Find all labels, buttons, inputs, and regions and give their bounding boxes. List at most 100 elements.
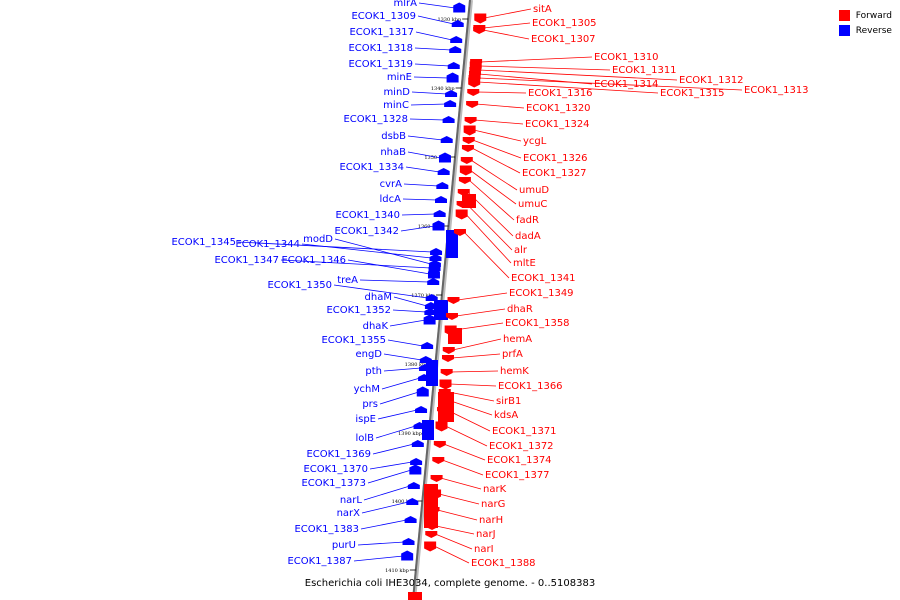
forward-leader-line: [474, 119, 524, 125]
forward-gene-label: ECOK1_1312: [679, 75, 744, 86]
forward-gene-label: narK: [483, 484, 507, 495]
forward-gene-feature: [462, 137, 475, 144]
forward-gene-feature: [433, 441, 446, 448]
reverse-leader-line: [413, 76, 449, 79]
forward-leader-line: [483, 22, 531, 29]
reverse-gene-label: pth: [365, 366, 382, 377]
forward-gene-feature: [430, 475, 443, 482]
reverse-gene-feature: [438, 152, 451, 163]
forward-gene-feature: [435, 421, 448, 432]
forward-leader-line: [478, 77, 743, 91]
forward-leader-line: [476, 103, 525, 109]
forward-gene-label: ECOK1_1313: [744, 85, 809, 96]
forward-gene-label: narI: [474, 544, 494, 555]
reverse-leader-line: [392, 309, 427, 313]
forward-gene-feature: [424, 541, 437, 552]
reverse-gene-label: ECOK1_1344: [235, 239, 300, 250]
forward-leader-line: [440, 477, 482, 490]
reverse-gene-label: lolB: [355, 433, 374, 444]
tick-label: 1390 kbp: [398, 431, 422, 437]
reverse-leader-line: [372, 443, 414, 455]
reverse-leader-line: [415, 31, 453, 41]
reverse-gene-label: mlrA: [394, 0, 418, 9]
forward-gene-feature: [473, 27, 486, 34]
forward-gene-label: fadR: [516, 215, 539, 226]
reverse-leader-line: [357, 541, 405, 546]
reverse-gene-feature: [435, 196, 447, 203]
reverse-gene-label: ECOK1_1347: [214, 255, 279, 266]
gene-labels: mlrA ECOK1_1309 ECOK1_1317 ECOK1_1318 ECOK1_…: [171, 0, 808, 569]
reverse-leader-line: [375, 425, 416, 439]
reverse-leader-line: [237, 241, 433, 253]
reverse-gene-label: ECOK1_1369: [306, 449, 371, 460]
reverse-gene-block: [434, 300, 448, 320]
reverse-gene-feature: [429, 254, 442, 261]
reverse-gene-label: ECOK1_1346: [281, 255, 346, 266]
reverse-gene-label: ECOK1_1318: [348, 43, 413, 54]
forward-leader-line: [480, 56, 593, 63]
reverse-gene-label: ECOK1_1328: [343, 114, 408, 125]
forward-gene-block: [408, 592, 422, 600]
forward-leader-line: [451, 353, 501, 359]
reverse-gene-label: treA: [337, 275, 358, 286]
forward-gene-label: hemA: [503, 334, 532, 345]
reverse-gene-feature: [402, 538, 415, 545]
reverse-gene-label: engD: [355, 349, 382, 360]
forward-gene-feature: [440, 369, 453, 376]
reverse-leader-line: [414, 47, 452, 51]
reverse-gene-feature: [410, 458, 423, 465]
reverse-gene-label: ECOK1_1355: [321, 335, 386, 346]
tick-label: 1400 kbp: [392, 499, 416, 505]
forward-gene-label: ECOK1_1324: [525, 119, 590, 130]
forward-leader-line: [467, 191, 514, 237]
reverse-leader-line: [381, 377, 421, 390]
reverse-gene-label: ECOK1_1387: [287, 556, 352, 567]
forward-gene-label: ECOK1_1326: [523, 153, 588, 164]
reverse-leader-line: [405, 166, 440, 173]
legend: Forward Reverse: [838, 8, 892, 38]
tick-label: 1340 kbp: [431, 86, 455, 92]
reverse-leader-line: [383, 367, 422, 372]
forward-gene-feature: [441, 355, 454, 362]
reverse-leader-line: [333, 284, 428, 299]
tick-label: 1410 kbp: [385, 568, 409, 574]
forward-gene-feature: [466, 101, 479, 108]
reverse-leader-line: [407, 135, 443, 141]
forward-gene-label: alr: [514, 245, 528, 256]
reverse-gene-feature: [433, 210, 446, 217]
reverse-gene-feature: [406, 498, 419, 505]
reverse-gene-block: [422, 420, 434, 440]
reverse-gene-feature: [416, 386, 429, 397]
forward-gene-label: ECOK1_1311: [612, 65, 677, 76]
reverse-leader-line: [410, 103, 447, 106]
reverse-gene-feature: [428, 264, 441, 271]
forward-leader-line: [471, 147, 521, 174]
forward-gene-feature: [447, 297, 460, 304]
reverse-gene-feature: [446, 72, 459, 83]
forward-leader-line: [433, 545, 470, 564]
forward-gene-label: ECOK1_1310: [594, 52, 659, 63]
reverse-gene-feature: [421, 342, 434, 349]
forward-gene-feature: [455, 209, 468, 220]
forward-leader-line: [454, 322, 504, 331]
reverse-leader-line: [301, 243, 432, 259]
forward-gene-feature: [467, 89, 480, 96]
forward-gene-block: [424, 484, 438, 528]
reverse-gene-feature: [427, 268, 440, 279]
reverse-gene-label: cvrA: [380, 179, 403, 190]
reverse-gene-feature: [440, 136, 453, 143]
forward-leader-line: [466, 203, 513, 251]
forward-leader-line: [468, 179, 515, 221]
reverse-leader-line: [409, 118, 445, 121]
forward-gene-label: ECOK1_1314: [594, 79, 659, 90]
reverse-gene-label: dhaK: [363, 321, 389, 332]
label-leader-lines: [237, 2, 743, 564]
forward-leader-line: [437, 509, 478, 521]
reverse-gene-label: ECOK1_1340: [335, 210, 400, 221]
forward-gene-label: narJ: [476, 529, 496, 540]
reverse-leader-line: [414, 63, 450, 67]
reverse-swatch: [838, 25, 850, 36]
forward-gene-label: umuC: [518, 199, 547, 210]
forward-gene-label: sirB1: [496, 396, 521, 407]
